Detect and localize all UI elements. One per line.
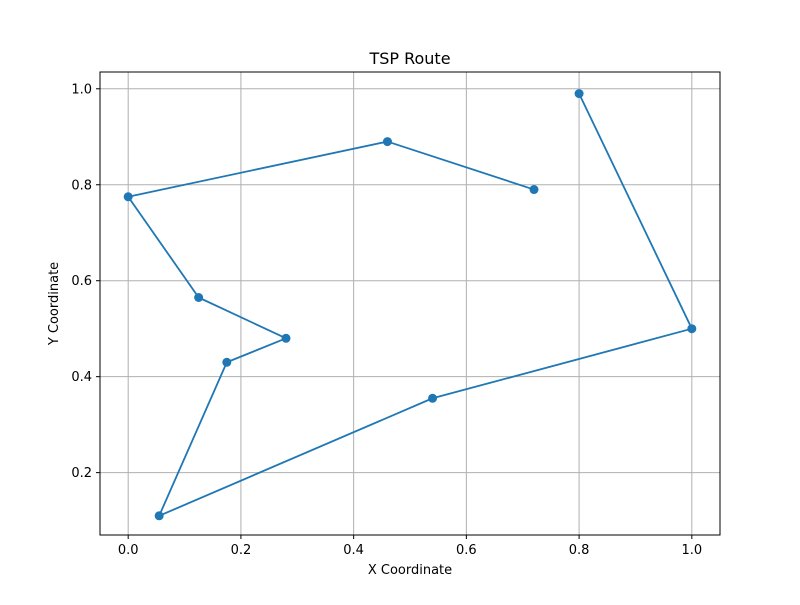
chart-title: TSP Route <box>368 49 450 68</box>
route-point <box>382 137 392 147</box>
x-tick-label: 0.0 <box>118 543 139 558</box>
y-tick-label: 0.6 <box>71 274 92 289</box>
x-tick-label: 0.4 <box>343 543 364 558</box>
y-tick-label: 1.0 <box>71 82 92 97</box>
route-point <box>154 511 164 521</box>
route-point <box>574 89 584 99</box>
route-point <box>428 393 438 403</box>
x-tick-label: 0.8 <box>569 543 590 558</box>
y-tick-label: 0.2 <box>71 466 92 481</box>
series-layer <box>123 89 697 521</box>
route-line <box>127 93 693 517</box>
y-tick-label: 0.4 <box>71 370 92 385</box>
route-point <box>687 324 697 334</box>
x-tick-label: 0.6 <box>456 543 477 558</box>
y-axis-label: Y Coordinate <box>47 262 62 346</box>
route-point <box>281 333 291 343</box>
x-tick-label: 0.2 <box>231 543 252 558</box>
x-tick-label: 1.0 <box>681 543 702 558</box>
route-point <box>529 185 539 195</box>
route-point <box>194 293 204 303</box>
y-tick-label: 0.8 <box>71 178 92 193</box>
plot-area-frame <box>99 71 721 536</box>
route-point <box>222 357 232 367</box>
x-axis-label: X Coordinate <box>368 563 452 578</box>
axis-ticks: 0.0 0.2 0.4 0.6 0.8 1.0 0.2 0.4 0.6 0.8 1.0 <box>71 82 702 558</box>
route-point <box>123 192 133 202</box>
